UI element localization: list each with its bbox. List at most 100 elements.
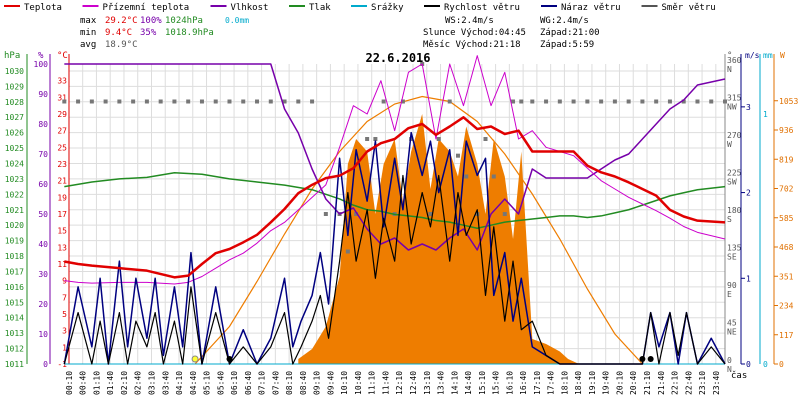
series-rychlost-v-tru (63, 174, 726, 365)
x-tick-label: 01:40 (106, 371, 115, 395)
series-p-zemn-teplota (64, 55, 726, 285)
x-tick-label: 20:40 (629, 371, 638, 395)
wind-direction-point (483, 137, 488, 141)
stats-wg: WG:2.4m/s (540, 16, 589, 26)
wind-direction-point (400, 99, 405, 104)
x-tick-label: 00:10 (65, 371, 74, 395)
stats-max-label: max (80, 16, 97, 26)
x-tick-label: 02:40 (134, 371, 143, 395)
wind-direction-point (345, 249, 350, 254)
dir-tick-label: 315 (727, 94, 742, 103)
wind-direction-point (199, 99, 204, 104)
stats-avg-label: avg (80, 40, 96, 50)
dir-tick-name: NW (727, 103, 737, 112)
x-tick-label: 03:10 (147, 371, 156, 395)
wind-direction-point (654, 99, 659, 104)
hpa-tick-label: 1029 (5, 82, 24, 91)
ms-tick-label: 2 (746, 189, 751, 198)
pct-tick-label: 60 (38, 180, 48, 189)
hpa-tick-label: 1016 (5, 283, 24, 292)
x-tick-label: 14:10 (450, 371, 459, 395)
w-tick-label: 468 (779, 243, 794, 252)
ms-tick-label: 0 (746, 360, 751, 369)
hpa-tick-label: 1021 (5, 206, 24, 215)
w-tick-label: 702 (779, 185, 794, 194)
w-tick-label: 0 (779, 360, 784, 369)
pct-tick-label: 90 (38, 90, 48, 99)
plot-area (62, 55, 727, 365)
wind-direction-point (62, 99, 67, 104)
legend-label: Teplota (24, 3, 62, 13)
wind-direction-point (296, 99, 301, 104)
x-tick-label: 19:40 (602, 371, 611, 395)
temp-tick-label: 7 (62, 293, 67, 302)
moonset-marker (226, 356, 233, 362)
sunset-marker (639, 356, 646, 362)
axis-pct-label: % (38, 51, 44, 61)
x-tick-label: 00:40 (79, 371, 88, 395)
wind-direction-point (667, 99, 672, 104)
x-tick-label: 18:10 (560, 371, 569, 395)
wind-direction-point (544, 99, 549, 104)
hpa-tick-label: 1024 (5, 159, 24, 168)
x-tick-label: 21:10 (643, 371, 652, 395)
dir-tick-label: 90 (727, 281, 737, 290)
wind-direction-point (117, 99, 122, 104)
stats-max-hum: 100% (140, 16, 162, 26)
wind-direction-point (723, 99, 727, 104)
sunrise-marker (191, 355, 199, 363)
axis-ms-label: m/s (745, 51, 760, 60)
dir-tick-name: N (727, 65, 732, 74)
wind-direction-point (599, 99, 604, 104)
ms-tick-label: 1 (746, 274, 751, 283)
pct-tick-label: 40 (38, 240, 48, 249)
hpa-tick-label: 1030 (5, 67, 24, 76)
x-tick-label: 19:10 (588, 371, 597, 395)
w-tick-label: 819 (779, 155, 794, 164)
pct-tick-label: 80 (38, 120, 48, 129)
x-tick-label: 17:40 (547, 371, 556, 395)
wind-direction-point (612, 99, 617, 104)
x-tick-label: 05:40 (216, 371, 225, 395)
wind-direction-point (255, 99, 260, 104)
x-tick-label: 05:10 (203, 371, 212, 395)
hpa-tick-label: 1028 (5, 98, 24, 107)
legend-label: Náraz větru (561, 3, 621, 13)
hpa-tick-label: 1014 (5, 314, 24, 323)
hpa-tick-label: 1018 (5, 252, 24, 261)
legend-label: Vlhkost (231, 3, 269, 13)
hpa-tick-label: 1015 (5, 298, 24, 307)
pct-tick-label: 50 (38, 210, 48, 219)
wind-direction-point (186, 99, 191, 104)
stats-max-temp: 29.2°C (105, 16, 138, 26)
wind-direction-point (241, 99, 246, 104)
wind-direction-point (626, 99, 631, 104)
temp-tick-label: 19 (57, 193, 67, 202)
wind-direction-point (381, 99, 386, 104)
x-tick-label: 08:10 (285, 371, 294, 395)
temp-tick-label: -1 (57, 360, 67, 369)
wind-direction-point (511, 99, 516, 104)
x-tick-label: 10:40 (354, 371, 363, 395)
w-tick-label: 936 (779, 126, 794, 135)
temp-tick-label: 25 (57, 143, 67, 152)
dir-tick-name: W (727, 140, 732, 149)
x-tick-label: 13:40 (437, 371, 446, 395)
wind-direction-point (709, 99, 714, 104)
x-tick-label: 06:40 (244, 371, 253, 395)
axis-x-label: čas (731, 370, 747, 381)
axis-dir-label: ° (727, 51, 732, 61)
stats-min-hum: 35% (140, 28, 157, 38)
moonrise-marker (647, 356, 654, 362)
x-tick-label: 15:10 (478, 371, 487, 395)
x-tick-label: 22:10 (671, 371, 680, 395)
x-tick-label: 20:10 (615, 371, 624, 395)
wind-direction-point (519, 99, 524, 104)
x-tick-label: 01:10 (92, 371, 101, 395)
stats-max-press: 1024hPa (165, 16, 203, 26)
theoretical-radiation-line (194, 95, 643, 365)
dir-tick-name: N (727, 365, 732, 374)
stats-sun: Slunce Východ:04:45 (423, 28, 526, 38)
wind-direction-point (571, 99, 576, 104)
wind-direction-point (354, 212, 359, 216)
